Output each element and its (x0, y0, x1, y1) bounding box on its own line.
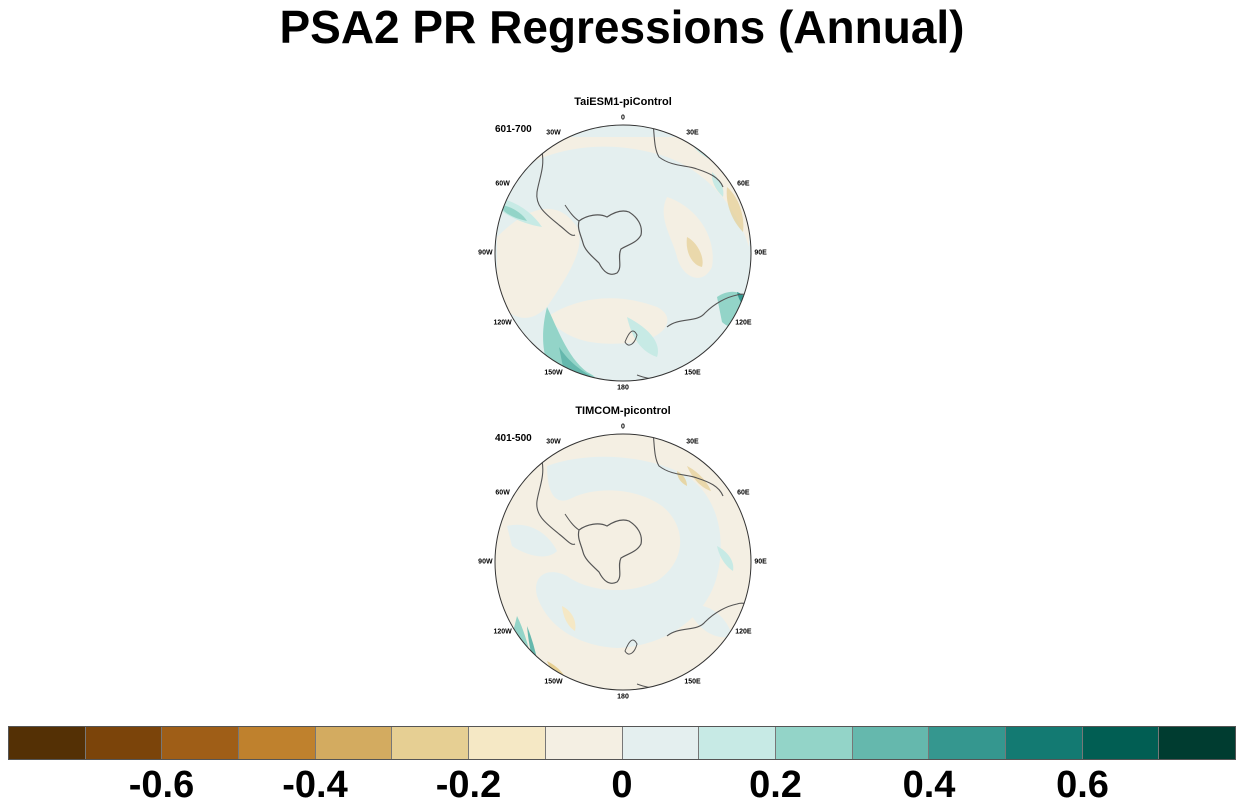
lon-label-1-150E: 150E (684, 369, 701, 377)
lon-label-1-0: 0 (621, 114, 625, 122)
colorbar-swatch (315, 727, 393, 759)
colorbar-label: -0.2 (435, 764, 502, 806)
lon-label-2-0: 0 (621, 423, 625, 431)
lon-label-1-30W: 30W (546, 129, 561, 137)
colorbar-swatch (852, 727, 930, 759)
colorbar-label: 0 (611, 764, 633, 806)
colorbar-label: 0.6 (1056, 764, 1109, 806)
lon-label-1-90W: 90W (478, 249, 493, 257)
colorbar-swatch (1159, 727, 1235, 759)
lon-label-2-90E: 90E (754, 558, 767, 566)
lon-label-2-120W: 120W (493, 628, 512, 635)
lon-label-1-180: 180 (617, 384, 629, 392)
colorbar-swatch (929, 727, 1006, 759)
lon-label-2-60W: 60W (495, 489, 510, 496)
lon-label-1-120W: 120W (493, 319, 512, 326)
colorbar-swatch (545, 727, 623, 759)
map-boundary (494, 433, 752, 691)
lon-label-2-150W: 150W (544, 678, 563, 686)
panel-1-years: 601-700 (495, 124, 532, 135)
panel-1-map (494, 124, 752, 382)
lon-label-1-60E: 60E (737, 180, 750, 187)
colorbar-swatch (775, 727, 853, 759)
colorbar-swatch (392, 727, 470, 759)
lon-label-2-180: 180 (617, 693, 629, 701)
lon-label-1-120E: 120E (735, 319, 752, 326)
colorbar-label: 0.4 (902, 764, 956, 806)
colorbar-label: 0.2 (749, 764, 802, 806)
panel-1-title: TaiESM1-piControl (574, 96, 672, 108)
colorbar-swatch (1005, 727, 1083, 759)
lon-label-2-120E: 120E (735, 628, 752, 635)
colorbar-swatch (239, 727, 316, 759)
lon-label-1-150W: 150W (544, 369, 563, 377)
colorbar-label: -0.4 (282, 764, 348, 806)
colorbar-label: -0.6 (128, 764, 195, 806)
map-boundary (494, 124, 752, 382)
panel-2-title: TIMCOM-picontrol (575, 405, 671, 417)
colorbar-swatch (9, 727, 86, 759)
colorbar-swatch (162, 727, 240, 759)
lon-label-2-60E: 60E (737, 489, 750, 496)
figure-title: PSA2 PR Regressions (Annual) (279, 1, 965, 53)
colorbar (8, 726, 1236, 760)
colorbar-swatch (699, 727, 776, 759)
panel-2-map (494, 433, 752, 691)
panel-2-years: 401-500 (495, 433, 532, 444)
lon-label-1-90E: 90E (754, 249, 767, 257)
colorbar-swatch (1082, 727, 1160, 759)
lon-label-2-150E: 150E (684, 678, 701, 686)
lon-label-1-30E: 30E (686, 129, 699, 137)
colorbar-swatch (622, 727, 700, 759)
lon-label-2-30E: 30E (686, 438, 699, 446)
lon-label-1-60W: 60W (495, 180, 510, 187)
colorbar-swatch (85, 727, 163, 759)
lon-label-2-30W: 30W (546, 438, 561, 446)
lon-label-2-90W: 90W (478, 558, 493, 566)
colorbar-swatch (469, 727, 546, 759)
